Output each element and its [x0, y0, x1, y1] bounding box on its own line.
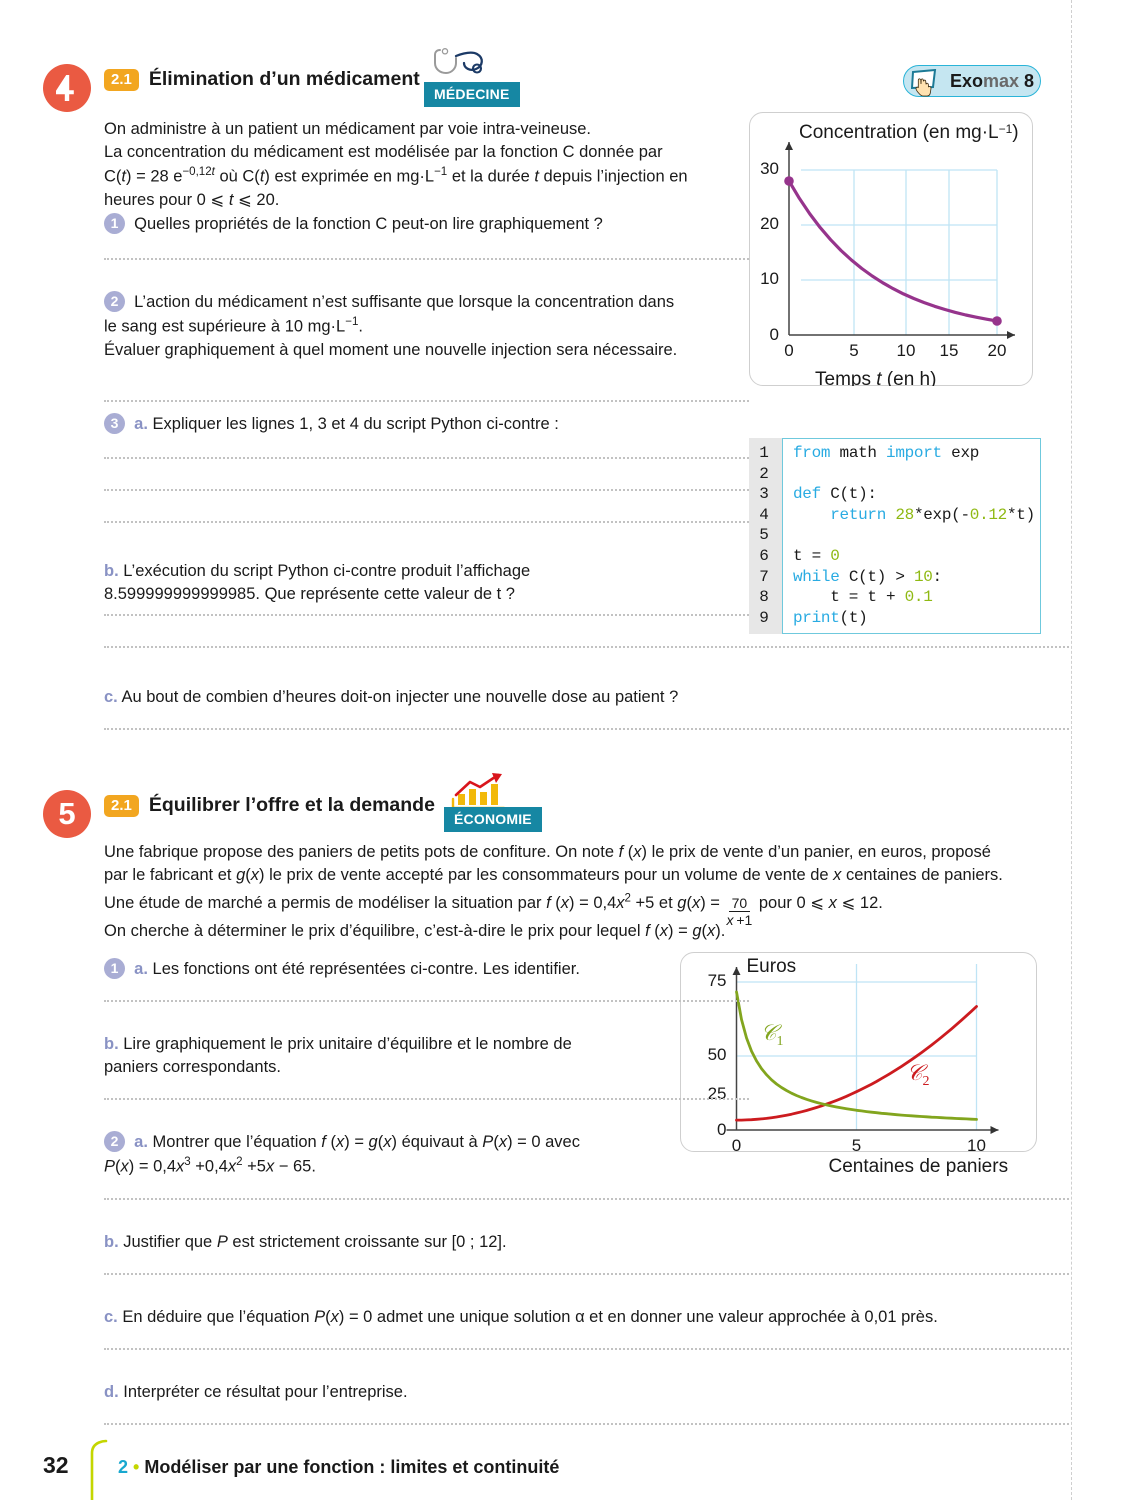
svg-text:Concentration (en mg·L−1): Concentration (en mg·L−1)	[799, 122, 1019, 143]
svg-text:Euros: Euros	[747, 956, 797, 977]
svg-text:0: 0	[770, 325, 779, 344]
svg-text:0: 0	[784, 341, 793, 360]
svg-text:10: 10	[967, 1136, 986, 1155]
svg-text:10: 10	[897, 341, 916, 360]
svg-text:30: 30	[760, 159, 779, 178]
svg-text:15: 15	[940, 341, 959, 360]
svg-text:𝒞1: 𝒞1	[761, 1020, 784, 1049]
svg-text:20: 20	[988, 341, 1007, 360]
svg-text:𝒞2: 𝒞2	[907, 1060, 930, 1089]
svg-text:5: 5	[849, 341, 858, 360]
svg-text:Temps t (en h): Temps t (en h)	[815, 369, 936, 386]
svg-text:20: 20	[760, 214, 779, 233]
svg-text:25: 25	[708, 1084, 727, 1103]
svg-text:Centaines de paniers: Centaines de paniers	[829, 1156, 1009, 1177]
svg-text:5: 5	[852, 1136, 861, 1155]
svg-text:10: 10	[760, 269, 779, 288]
